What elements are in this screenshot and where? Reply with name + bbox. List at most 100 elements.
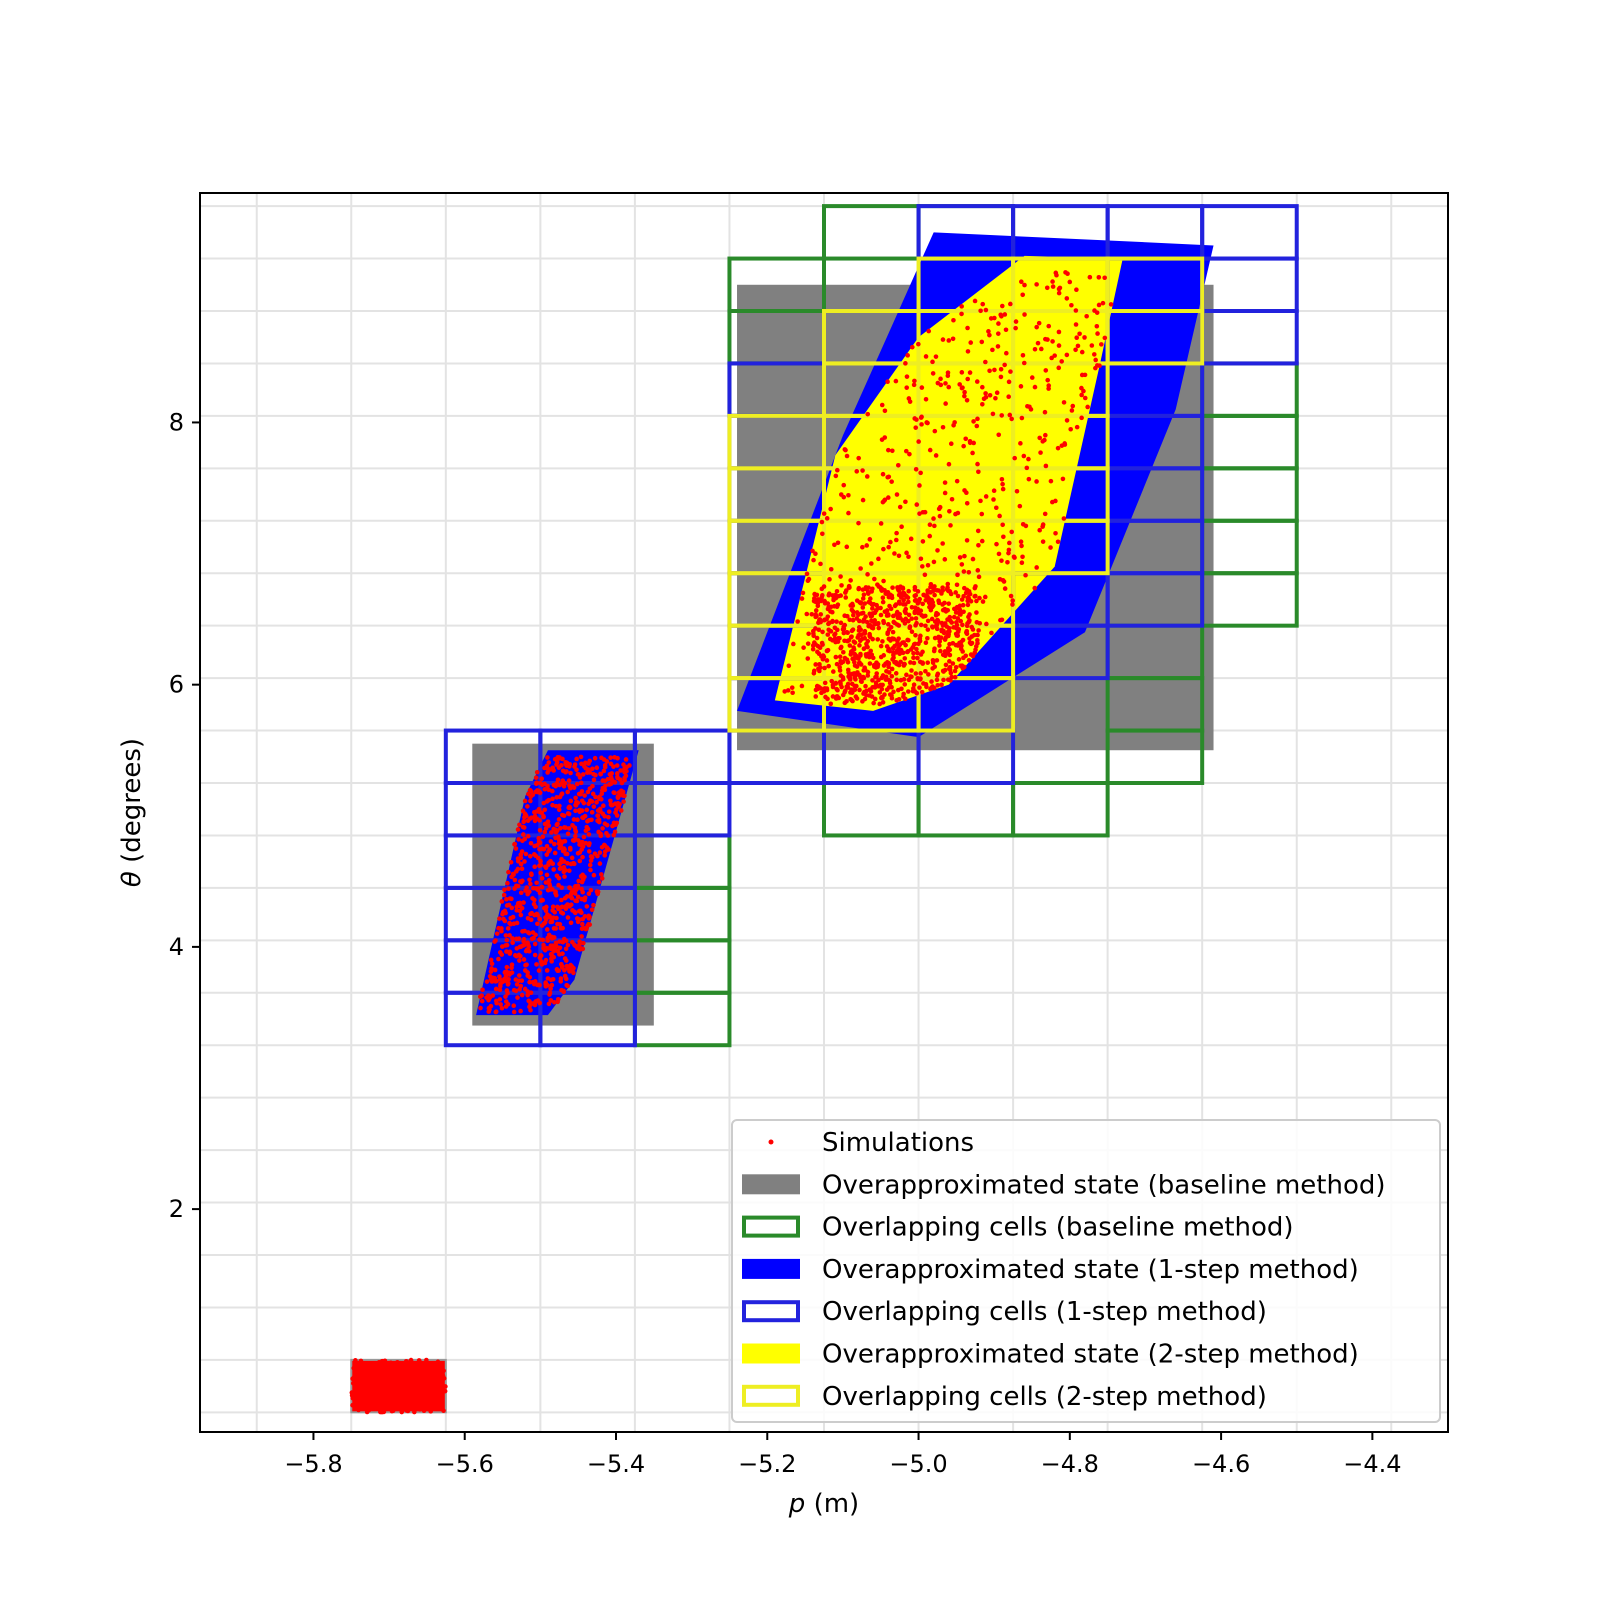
simulation-point (506, 981, 511, 986)
simulation-point (562, 936, 567, 942)
simulation-point (509, 905, 515, 911)
simulation-point (908, 536, 914, 542)
simulation-point (903, 361, 908, 366)
simulation-point (426, 1375, 432, 1381)
simulation-point (556, 882, 561, 888)
simulation-point (898, 659, 903, 665)
simulation-point (936, 600, 942, 606)
baseline-cell (1200, 466, 1299, 523)
simulation-point (559, 904, 565, 910)
simulation-point (852, 663, 858, 668)
simulation-point (894, 530, 899, 536)
simulation-point (879, 694, 885, 700)
simulation-point (906, 677, 912, 683)
simulation-point (611, 822, 617, 828)
simulation-point (1075, 343, 1081, 349)
simulation-point (785, 688, 791, 693)
simulation-point (417, 1366, 422, 1371)
simulation-point (586, 921, 591, 927)
simulation-point (920, 660, 925, 666)
simulation-point (392, 1390, 398, 1396)
simulation-point (1028, 407, 1034, 412)
simulation-point (959, 304, 964, 309)
simulation-point (851, 655, 857, 661)
simulation-point (832, 542, 837, 548)
simulation-point (962, 393, 967, 399)
simulation-point (510, 940, 515, 945)
simulation-point (509, 965, 514, 971)
simulation-point (511, 1009, 517, 1015)
simulation-point (368, 1389, 374, 1394)
simulation-point (943, 401, 948, 406)
simulation-point (965, 602, 971, 608)
simulation-point (946, 601, 952, 606)
simulation-point (968, 598, 974, 604)
simulation-point (935, 548, 940, 553)
simulation-point (940, 585, 945, 590)
simulation-point (556, 765, 562, 770)
simulation-point (549, 936, 555, 941)
simulation-point (1000, 481, 1005, 487)
simulation-point (962, 553, 967, 559)
simulation-point (602, 764, 608, 770)
simulation-point (1040, 439, 1046, 444)
simulation-point (611, 832, 617, 838)
simulation-point (996, 551, 1002, 557)
simulation-point (622, 777, 627, 783)
simulation-point (530, 979, 536, 985)
simulation-point (522, 836, 528, 842)
simulation-point (1008, 593, 1014, 599)
simulation-point (534, 781, 539, 787)
simulation-point (421, 1398, 426, 1403)
simulation-point (1074, 424, 1080, 430)
simulation-point (960, 622, 965, 628)
simulation-point (545, 976, 551, 981)
plot-frame (199, 192, 1449, 1433)
simulation-point (925, 660, 931, 665)
simulation-point (564, 982, 569, 988)
simulation-point (1073, 308, 1079, 313)
simulation-point (550, 802, 555, 808)
simulation-point (968, 340, 974, 345)
simulation-point (525, 833, 531, 839)
simulation-point (1096, 275, 1102, 280)
simulation-point (501, 916, 506, 922)
simulation-point (437, 1401, 443, 1407)
baseline-cell (1200, 413, 1299, 471)
simulation-point (355, 1402, 361, 1408)
simulation-point (870, 655, 876, 661)
simulation-point (896, 623, 902, 628)
simulation-point (955, 616, 961, 621)
simulation-point (919, 422, 924, 427)
simulation-point (928, 686, 933, 692)
simulation-point (580, 772, 586, 777)
simulation-point (405, 1372, 410, 1378)
simulation-point (557, 803, 562, 809)
simulation-point (913, 623, 918, 628)
simulation-point (975, 461, 980, 467)
simulation-point (969, 634, 975, 639)
simulation-point (983, 359, 988, 365)
simulation-point (550, 861, 556, 867)
simulation-point (865, 572, 870, 577)
legend-marker (742, 1300, 800, 1323)
simulation-point (496, 956, 501, 962)
simulation-point (502, 908, 508, 914)
simulation-point (870, 586, 875, 592)
simulation-point (1056, 290, 1062, 296)
simulation-point (623, 757, 629, 762)
simulation-point (959, 385, 965, 391)
simulation-point (911, 382, 917, 388)
simulation-point (837, 654, 843, 660)
simulation-point (875, 582, 880, 587)
simulation-point (902, 696, 908, 702)
simulation-point (992, 315, 997, 321)
simulation-point (518, 983, 524, 989)
simulation-point (588, 887, 594, 893)
simulation-point (846, 492, 851, 498)
simulation-point (537, 1000, 543, 1006)
simulation-point (864, 619, 870, 625)
simulation-point (559, 841, 564, 846)
simulation-point (912, 641, 918, 647)
simulation-point (999, 413, 1005, 418)
